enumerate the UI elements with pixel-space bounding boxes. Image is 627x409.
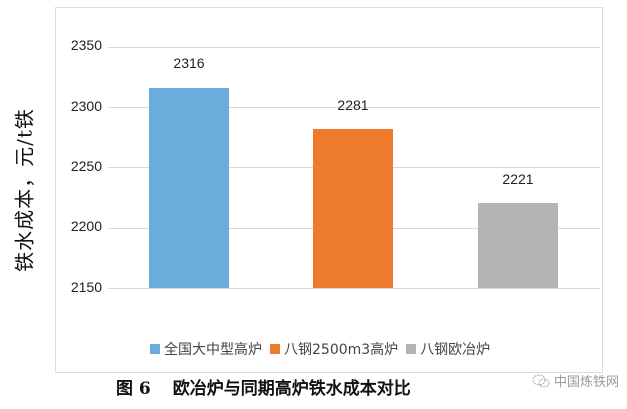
legend-item-bayi-2500: 八钢2500m3高炉 bbox=[270, 339, 398, 359]
data-label-bayi-ouye: 2221 bbox=[502, 171, 534, 187]
bar-bayi-2500m3-bf bbox=[313, 129, 393, 288]
legend-swatch-gray-icon bbox=[406, 344, 417, 354]
bar-national-large-bf bbox=[149, 88, 229, 288]
figure-number: 图 6 bbox=[116, 379, 151, 399]
legend-item-national: 全国大中型高炉 bbox=[150, 339, 262, 359]
legend-swatch-orange-icon bbox=[270, 344, 280, 354]
legend-label: 八钢2500m3高炉 bbox=[284, 342, 399, 358]
gridline-2350 bbox=[108, 47, 600, 48]
gridline-2150 bbox=[108, 288, 600, 289]
figure-caption: 图 6 欧冶炉与同期高炉铁水成本对比 bbox=[116, 374, 411, 399]
data-label-national: 2316 bbox=[173, 55, 205, 71]
chart-legend: 全国大中型高炉 八钢2500m3高炉 八钢欧冶炉 bbox=[150, 339, 490, 359]
y-tick-2150: 2150 bbox=[70, 279, 102, 295]
wechat-icon bbox=[532, 374, 550, 387]
gridline-2300 bbox=[108, 107, 600, 108]
legend-swatch-blue-icon bbox=[150, 344, 160, 354]
bar-bayi-ouye-furnace bbox=[478, 203, 558, 288]
data-label-bayi-2500: 2281 bbox=[337, 97, 369, 113]
y-tick-2250: 2250 bbox=[70, 158, 102, 174]
y-tick-2300: 2300 bbox=[70, 98, 102, 114]
y-tick-2200: 2200 bbox=[70, 218, 102, 234]
figure-title: 欧冶炉与同期高炉铁水成本对比 bbox=[172, 379, 411, 399]
legend-item-bayi-ouye: 八钢欧冶炉 bbox=[406, 339, 490, 359]
watermark: 中国炼铁网 bbox=[532, 371, 619, 390]
y-axis-label: 铁水成本，元/t铁 bbox=[8, 70, 38, 310]
legend-label: 八钢欧冶炉 bbox=[420, 342, 491, 358]
legend-label: 全国大中型高炉 bbox=[164, 342, 262, 358]
y-tick-2350: 2350 bbox=[70, 37, 102, 53]
watermark-text: 中国炼铁网 bbox=[554, 375, 620, 390]
y-axis-label-text: 铁水成本，元/t铁 bbox=[12, 108, 37, 272]
